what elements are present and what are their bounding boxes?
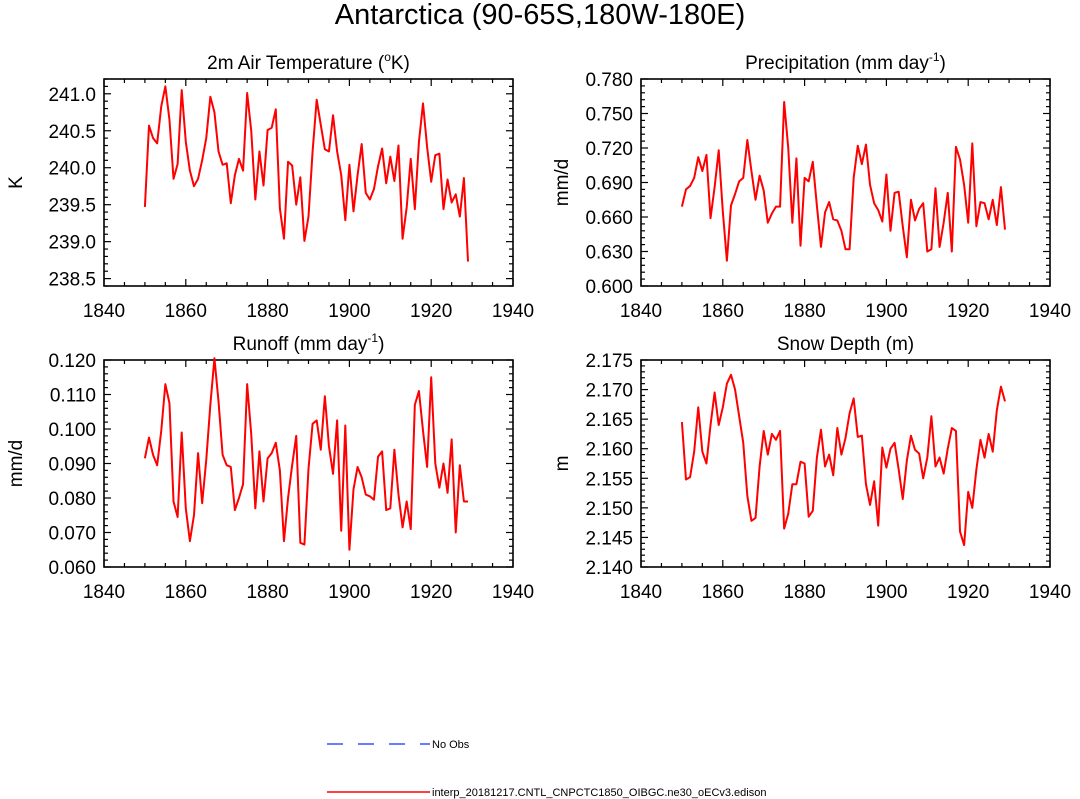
x-tick-label: 1940 (1029, 301, 1071, 322)
y-tick-label: 0.060 (48, 558, 96, 579)
y-tick-label: 2.145 (585, 528, 633, 549)
panels: 2m Air Temperature (oK) K 1840 1860 1880 1900… (6, 50, 1071, 603)
x-tick-label: 1840 (83, 301, 125, 322)
panel-title: Runoff (mm day-1) (233, 331, 385, 355)
y-axis-label: K (6, 176, 27, 189)
x-tick-label: 1900 (328, 301, 370, 322)
y-tick-label: 0.720 (585, 139, 633, 160)
panel-title-main: Runoff (mm day (233, 334, 368, 355)
y-tick-label: 0.090 (48, 455, 96, 476)
series-line (143, 357, 469, 551)
x-tick-label: 1860 (165, 582, 207, 603)
panel-precipitation: Precipitation (mm day-1) mm/d 1840 1860 1880… (552, 50, 1071, 322)
x-tick-label: 1900 (865, 582, 907, 603)
x-tick-label: 1860 (702, 582, 744, 603)
panel-temperature: 2m Air Temperature (oK) K 1840 1860 1880 1900… (6, 50, 534, 322)
panel-title: Snow Depth (m) (777, 334, 914, 355)
figure-title: Antarctica (90-65S,180W-180E) (335, 0, 746, 31)
panel-title: Precipitation (mm day-1) (745, 50, 946, 74)
x-tick-label: 1880 (246, 582, 288, 603)
y-tick-label: 2.140 (585, 558, 633, 579)
panel-snow-depth: Snow Depth (m) m 1840 1860 1880 1900 1920 1940 2… (552, 334, 1071, 603)
panel-title-main: 2m Air Temperature ( (207, 53, 385, 74)
y-tick-label: 241.0 (48, 85, 96, 106)
panel-title-end: ) (378, 334, 384, 355)
y-tick-label: 2.160 (585, 440, 633, 461)
y-axis-label: m (552, 456, 573, 472)
panel-title-sup: o (384, 50, 391, 64)
x-tick-label: 1940 (492, 582, 534, 603)
y-tick-label: 0.120 (48, 351, 96, 372)
x-tick-label: 1900 (865, 301, 907, 322)
x-tick-label: 1840 (620, 582, 662, 603)
y-tick-label: 0.630 (585, 243, 633, 264)
x-tick-label: 1920 (410, 301, 452, 322)
y-tick-label: 2.155 (585, 469, 633, 490)
y-tick-label: 0.110 (50, 386, 96, 407)
y-tick-label: 240.0 (48, 159, 96, 180)
panel-title-main: Precipitation (mm day (745, 53, 929, 74)
series-line (143, 85, 470, 262)
y-tick-label: 2.165 (585, 410, 633, 431)
plot-frame (640, 78, 1051, 287)
y-tick-label: 0.080 (48, 489, 96, 510)
y-tick-label: 2.170 (585, 381, 633, 402)
y-tick-label: 239.0 (48, 233, 96, 254)
legend: No Obs interp_20181217.CNTL_CNPCTC1850_O… (327, 739, 766, 799)
x-tick-label: 1900 (328, 582, 370, 603)
y-tick-label: 2.175 (585, 351, 633, 372)
x-tick-label: 1880 (783, 301, 825, 322)
y-tick-label: 0.780 (585, 70, 633, 91)
y-tick-label: 0.100 (48, 420, 96, 441)
x-tick-label: 1840 (620, 301, 662, 322)
x-tick-label: 1840 (83, 582, 125, 603)
x-tick-label: 1940 (1029, 582, 1071, 603)
panel-title-main: Snow Depth (m) (777, 334, 914, 355)
plot-frame (640, 359, 1051, 568)
series-line (680, 101, 1007, 262)
x-tick-label: 1920 (947, 301, 989, 322)
panel-runoff: Runoff (mm day-1) mm/d 1840 1860 1880 1900 192… (6, 331, 534, 603)
x-tick-label: 1880 (783, 582, 825, 603)
y-tick-label: 0.660 (585, 208, 633, 229)
x-tick-label: 1860 (165, 301, 207, 322)
y-tick-label: 0.690 (585, 174, 633, 195)
plot-frame (103, 78, 514, 287)
y-tick-label: 0.750 (585, 105, 633, 126)
y-axis-label: mm/d (552, 159, 573, 207)
y-tick-label: 2.150 (585, 499, 633, 520)
panel-title: 2m Air Temperature (oK) (207, 50, 410, 74)
x-tick-label: 1880 (246, 301, 288, 322)
x-tick-label: 1940 (492, 301, 534, 322)
x-tick-label: 1920 (410, 582, 452, 603)
y-tick-label: 0.600 (585, 277, 633, 298)
x-tick-label: 1920 (947, 582, 989, 603)
x-tick-label: 1860 (702, 301, 744, 322)
y-tick-label: 240.5 (48, 122, 96, 143)
panel-title-end: ) (940, 53, 946, 74)
y-tick-label: 238.5 (48, 270, 96, 291)
legend-model-label: interp_20181217.CNTL_CNPCTC1850_OIBGC.ne… (432, 787, 766, 799)
legend-obs-label: No Obs (432, 739, 470, 751)
panel-title-sup: -1 (929, 50, 940, 64)
series-line (680, 373, 1006, 547)
y-tick-label: 239.5 (48, 196, 96, 217)
y-axis-label: mm/d (6, 440, 27, 488)
panel-title-sup: -1 (367, 331, 378, 345)
y-tick-label: 0.070 (48, 524, 96, 545)
panel-title-end: K) (391, 53, 410, 74)
